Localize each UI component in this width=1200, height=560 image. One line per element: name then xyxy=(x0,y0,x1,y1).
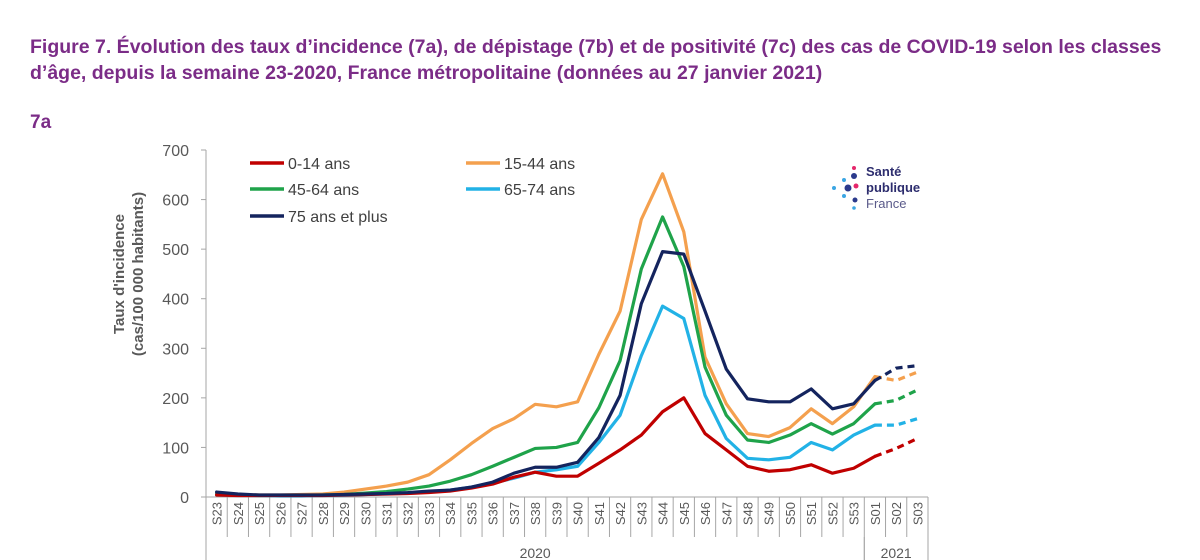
y-tick-label: 500 xyxy=(162,242,189,259)
series-line-provisional xyxy=(874,417,918,427)
x-tick-label: S33 xyxy=(422,502,437,525)
y-tick-labels: 0 100 200 300 400 500 600 700 xyxy=(162,143,189,507)
year-group-label: 2021 xyxy=(881,545,912,560)
x-tick-label: S26 xyxy=(273,502,288,525)
x-tick-label: S52 xyxy=(825,502,840,525)
logo-line-1: Santé xyxy=(866,164,902,179)
x-tick-label: S46 xyxy=(698,502,713,525)
logo-line-2: publique xyxy=(866,180,921,195)
x-tick-labels: S23 S24 S25 S26 S27 S28 S29 S30 S31 S32 S33 S34 S35 S… xyxy=(210,502,926,560)
y-tick-label: 400 xyxy=(162,292,189,309)
x-tick-label: S02 xyxy=(889,502,904,525)
series-line xyxy=(215,215,877,498)
x-tick-label: S03 xyxy=(910,502,925,525)
legend-label: 0-14 ans xyxy=(288,156,350,173)
chart-legend: 0-14 ans 15-44 ans 45-64 ans 65-74 ans 75 an… xyxy=(250,156,575,226)
y-tick-label: 300 xyxy=(162,341,189,358)
y-tick-label: 0 xyxy=(180,490,189,507)
x-tick-label: S39 xyxy=(549,502,564,525)
series-line-provisional xyxy=(874,364,918,382)
x-tick-label: S29 xyxy=(337,502,352,525)
x-tick-label: S43 xyxy=(634,502,649,525)
panel-label: 7a xyxy=(30,112,52,133)
y-tick-label: 100 xyxy=(162,440,189,457)
x-tick-label: S47 xyxy=(719,502,734,525)
x-tick-label: S41 xyxy=(592,502,607,525)
y-axis-label-units: (cas/100 000 habitants) xyxy=(130,192,147,356)
x-tick-label: S50 xyxy=(783,502,798,525)
x-tick-label: S25 xyxy=(252,502,267,525)
x-tick-label: S34 xyxy=(443,502,458,525)
x-tick-label: S31 xyxy=(380,502,395,525)
y-tick-label: 600 xyxy=(162,193,189,210)
figure-title: Figure 7. Évolution des taux d’incidence… xyxy=(30,36,1162,84)
x-tick-label: S01 xyxy=(868,502,883,525)
series-line-provisional xyxy=(874,370,918,383)
y-tick-label: 700 xyxy=(162,143,189,160)
x-tick-label: S49 xyxy=(762,502,777,525)
y-tick-label: 200 xyxy=(162,391,189,408)
x-tick-label: S35 xyxy=(464,502,479,525)
x-tick-label: S30 xyxy=(358,502,373,525)
x-tick-label: S48 xyxy=(741,502,756,525)
x-tick-label: S42 xyxy=(613,502,628,525)
dots-logo-icon xyxy=(832,166,859,210)
x-tick-label: S37 xyxy=(507,502,522,525)
y-axis-label: Taux d'incidence xyxy=(111,214,128,334)
legend-label: 75 ans et plus xyxy=(288,209,388,226)
x-tick-label: S38 xyxy=(528,502,543,525)
year-group-label: 2020 xyxy=(520,545,551,560)
series-line-provisional xyxy=(874,388,919,406)
x-tick-label: S24 xyxy=(231,502,246,525)
series-line-provisional xyxy=(874,437,919,458)
legend-label: 65-74 ans xyxy=(504,182,575,199)
x-tick-label: S45 xyxy=(677,502,692,525)
series-line xyxy=(215,250,877,497)
x-tick-label: S44 xyxy=(656,502,671,525)
sante-publique-france-logo: Santé publique France xyxy=(826,160,946,216)
x-tick-label: S40 xyxy=(571,502,586,525)
x-tick-label: S51 xyxy=(804,502,819,525)
logo-line-3: France xyxy=(866,196,907,211)
x-tick-label: S53 xyxy=(847,502,862,525)
legend-label: 45-64 ans xyxy=(288,182,359,199)
x-tick-label: S23 xyxy=(210,502,225,525)
x-tick-label: S28 xyxy=(316,502,331,525)
x-tick-label: S32 xyxy=(401,502,416,525)
x-tick-label: S36 xyxy=(486,502,501,525)
series-lines xyxy=(215,172,919,498)
legend-label: 15-44 ans xyxy=(504,156,575,173)
x-tick-label: S27 xyxy=(295,502,310,525)
